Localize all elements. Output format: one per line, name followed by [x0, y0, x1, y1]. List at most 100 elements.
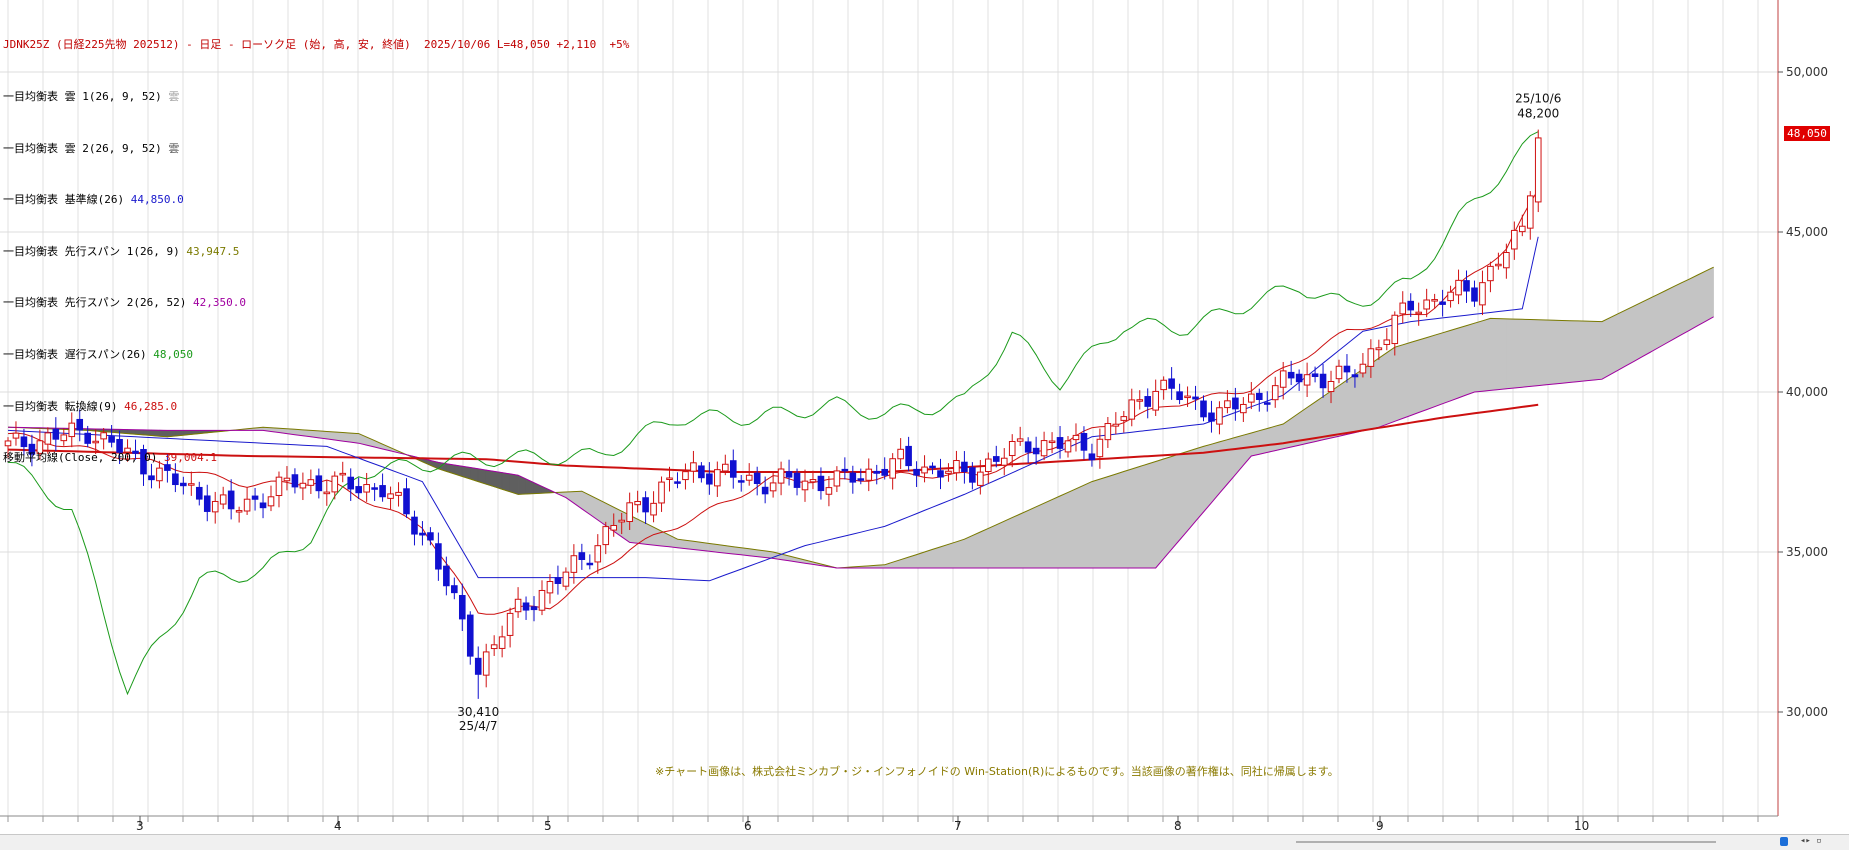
- candle-up: [1001, 458, 1007, 465]
- cloud-segment-light: [980, 528, 988, 568]
- cloud-segment-light: [1602, 318, 1610, 379]
- candle-down: [436, 544, 442, 569]
- cloud-segment-light: [1514, 319, 1522, 388]
- cloud-segment-light: [1674, 283, 1682, 339]
- cloud-segment-light: [1610, 314, 1618, 375]
- candle-down: [707, 474, 713, 484]
- legend-item: 一目均衡表 先行スパン 1(26, 9) 43,947.5: [3, 243, 629, 260]
- cloud-segment-light: [1371, 358, 1379, 429]
- candle-up: [946, 471, 952, 473]
- candle-down: [1256, 393, 1262, 399]
- candle-up: [1488, 266, 1494, 280]
- candle-up: [834, 471, 840, 486]
- cloud-segment-light: [1124, 469, 1132, 568]
- candle-down: [404, 489, 410, 514]
- candle-down: [906, 446, 912, 465]
- candle-down: [1145, 397, 1151, 407]
- candle-down: [930, 466, 936, 468]
- cloud-segment-light: [1578, 321, 1586, 382]
- cloud-segment-light: [1594, 321, 1602, 380]
- candle-down: [428, 533, 434, 540]
- cloud-segment-light: [1530, 320, 1538, 387]
- candle-up: [236, 511, 242, 513]
- cloud-segment-light: [1148, 461, 1156, 568]
- legend-value: 雲: [168, 142, 179, 155]
- legend-value: 46,285.0: [124, 400, 177, 413]
- candle-up: [1241, 404, 1247, 412]
- scroll-track[interactable]: [1296, 841, 1716, 843]
- annotation-label: 30,410: [457, 705, 499, 719]
- month-label: 6: [744, 819, 752, 833]
- cloud-segment-light: [1100, 477, 1108, 568]
- candle-down: [1344, 366, 1350, 372]
- candle-down: [252, 496, 258, 499]
- candle-up: [770, 483, 776, 491]
- candle-up: [595, 546, 601, 562]
- candle-up: [667, 478, 673, 480]
- candle-up: [1153, 391, 1159, 410]
- cloud-segment-light: [1188, 449, 1196, 531]
- cloud-segment-light: [1076, 485, 1084, 568]
- candle-down: [786, 472, 792, 477]
- cloud-segment-light: [1132, 467, 1140, 568]
- candle-up: [1272, 386, 1278, 400]
- candle-up: [483, 652, 489, 675]
- cloud-segment-light: [1068, 489, 1076, 568]
- cloud-segment-light: [1690, 275, 1698, 330]
- cloud-segment-light: [1172, 454, 1180, 549]
- cloud-segment-light: [1435, 333, 1443, 407]
- cloud-segment-light: [1459, 326, 1467, 398]
- cloud-segment-light: [1004, 518, 1012, 568]
- cloud-segment-light: [1411, 340, 1419, 415]
- candle-up: [1456, 280, 1462, 294]
- candle-down: [420, 533, 426, 535]
- candle-up: [1185, 396, 1191, 398]
- candle-down: [938, 471, 944, 477]
- candle-up: [627, 503, 633, 522]
- cloud-segment-light: [1650, 294, 1658, 352]
- candle-down: [1209, 413, 1215, 421]
- cloud-segment-light: [1092, 479, 1100, 568]
- candle-down: [818, 476, 824, 490]
- candle-up: [826, 488, 832, 495]
- cloud-segment-light: [1116, 472, 1124, 568]
- price-tick-label: 50,000: [1786, 65, 1828, 79]
- candle-down: [1193, 397, 1199, 399]
- candle-up: [603, 527, 609, 545]
- annotation-label: 25/10/6: [1515, 92, 1561, 106]
- annotation-label: 48,200: [1517, 107, 1559, 121]
- cloud-segment-light: [1570, 321, 1578, 383]
- scroll-thumb[interactable]: [1780, 837, 1788, 846]
- candle-up: [898, 449, 904, 458]
- candle-up: [1432, 300, 1438, 302]
- candle-down: [587, 563, 593, 565]
- scrollbar[interactable]: ◂▸ ▫: [0, 834, 1849, 850]
- candle-up: [890, 459, 896, 478]
- candle-down: [204, 496, 210, 511]
- month-label: 4: [334, 819, 342, 833]
- candle-up: [1400, 303, 1406, 314]
- candle-up: [388, 494, 394, 499]
- cloud-segment-light: [566, 492, 574, 504]
- candle-up: [571, 556, 577, 573]
- candle-up: [563, 572, 569, 586]
- candle-up: [683, 472, 689, 480]
- cloud-segment-light: [1251, 431, 1259, 456]
- legend-value: 雲: [168, 90, 179, 103]
- candle-up: [1384, 340, 1390, 345]
- candle-up: [1049, 441, 1055, 443]
- candle-down: [794, 473, 800, 487]
- cloud-segment-light: [972, 532, 980, 568]
- candle-down: [452, 586, 458, 593]
- cloud-segment-light: [1204, 444, 1212, 512]
- candle-down: [1081, 434, 1087, 451]
- candle-up: [1392, 315, 1398, 343]
- candle-down: [970, 468, 976, 482]
- zoom-icon[interactable]: ◂▸ ▫: [1800, 836, 1822, 846]
- cloud-segment-light: [1698, 271, 1706, 326]
- candle-up: [746, 475, 752, 480]
- candle-down: [228, 491, 234, 509]
- candle-down: [467, 615, 473, 656]
- candle-down: [858, 479, 864, 481]
- candle-up: [507, 613, 513, 635]
